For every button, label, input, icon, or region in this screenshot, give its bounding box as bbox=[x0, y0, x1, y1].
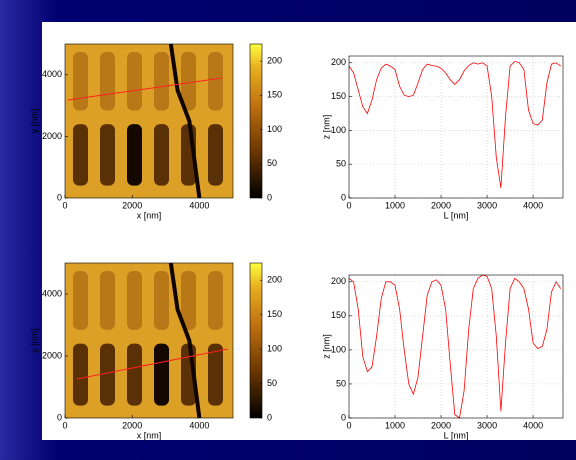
colorbar-tick-label: 0 bbox=[267, 412, 272, 422]
profile bbox=[348, 60, 561, 188]
x-tick-label: 0 bbox=[62, 420, 67, 430]
x-tick-label: 4000 bbox=[189, 200, 209, 210]
image-background bbox=[65, 44, 233, 198]
feature bbox=[127, 271, 142, 330]
feature bbox=[181, 52, 196, 111]
colorbar-tick-label: 150 bbox=[267, 309, 282, 319]
y-tick-label: 4000 bbox=[42, 69, 62, 79]
y-tick-label: 50 bbox=[336, 159, 346, 169]
colorbar-tick-label: 100 bbox=[267, 343, 282, 353]
x-tick-label: 2000 bbox=[122, 200, 142, 210]
x-axis-label: x [nm] bbox=[137, 210, 162, 220]
feature bbox=[127, 343, 142, 406]
feature bbox=[154, 52, 169, 111]
y-tick-label: 0 bbox=[57, 192, 62, 202]
x-tick-label: 1000 bbox=[385, 200, 405, 210]
feature bbox=[154, 343, 169, 406]
plot-area bbox=[349, 56, 563, 198]
y-tick-label: 2000 bbox=[42, 350, 62, 360]
y-tick-label: 100 bbox=[331, 125, 346, 135]
axes-frame bbox=[64, 43, 234, 199]
feature bbox=[154, 271, 169, 330]
x-axis-label: L [nm] bbox=[444, 210, 469, 220]
colorbar-tick-label: 200 bbox=[267, 275, 282, 285]
x-tick-label: 0 bbox=[346, 200, 351, 210]
plot-area bbox=[349, 275, 563, 418]
feature bbox=[208, 343, 223, 406]
y-axis-label: y [nm] bbox=[29, 328, 39, 353]
feature bbox=[208, 124, 223, 186]
feature bbox=[73, 124, 88, 186]
y-tick-label: 200 bbox=[331, 276, 346, 286]
colorbar bbox=[249, 262, 263, 419]
axes-frame bbox=[348, 274, 564, 419]
feature bbox=[208, 271, 223, 330]
x-tick-label: 0 bbox=[346, 420, 351, 430]
y-tick-label: 150 bbox=[331, 91, 346, 101]
crack bbox=[168, 43, 202, 199]
axes-frame bbox=[64, 262, 234, 419]
x-tick-label: 1000 bbox=[385, 420, 405, 430]
feature bbox=[127, 52, 142, 111]
colorbar-tick-label: 150 bbox=[267, 90, 282, 100]
feature bbox=[100, 52, 115, 111]
y-tick-label: 4000 bbox=[42, 288, 62, 298]
feature bbox=[181, 271, 196, 330]
x-tick-label: 2000 bbox=[431, 420, 451, 430]
y-tick-label: 0 bbox=[57, 412, 62, 422]
x-tick-label: 2000 bbox=[122, 420, 142, 430]
x-tick-label: 4000 bbox=[189, 420, 209, 430]
feature bbox=[100, 271, 115, 330]
x-tick-label: 3000 bbox=[477, 420, 497, 430]
profile bbox=[348, 274, 562, 419]
colorbar-tick-label: 50 bbox=[267, 158, 277, 168]
profile-line bbox=[76, 348, 229, 380]
y-axis-label: z [nm] bbox=[321, 334, 331, 359]
colorbar-tick-label: 50 bbox=[267, 378, 277, 388]
x-tick-label: 4000 bbox=[523, 200, 543, 210]
x-tick-label: 2000 bbox=[431, 200, 451, 210]
colorbar bbox=[249, 43, 263, 199]
y-tick-label: 100 bbox=[331, 344, 346, 354]
feature bbox=[127, 124, 142, 186]
profile-line bbox=[67, 77, 223, 101]
feature bbox=[73, 271, 88, 330]
feature bbox=[100, 343, 115, 406]
y-tick-label: 150 bbox=[331, 310, 346, 320]
colorbar-tick-label: 200 bbox=[267, 55, 282, 65]
y-tick-label: 2000 bbox=[42, 131, 62, 141]
colorbar-tick-label: 100 bbox=[267, 124, 282, 134]
y-axis-label: z [nm] bbox=[321, 115, 331, 140]
x-tick-label: 3000 bbox=[477, 200, 497, 210]
feature bbox=[73, 343, 88, 406]
x-tick-label: 0 bbox=[62, 200, 67, 210]
feature bbox=[208, 52, 223, 111]
axes-frame bbox=[348, 55, 564, 199]
y-tick-label: 0 bbox=[341, 192, 346, 202]
colorbar-tick-label: 0 bbox=[267, 192, 272, 202]
feature bbox=[100, 124, 115, 186]
crack bbox=[168, 262, 202, 419]
feature bbox=[154, 124, 169, 186]
y-axis-label: y [nm] bbox=[29, 109, 39, 134]
x-axis-label: L [nm] bbox=[444, 430, 469, 440]
y-tick-label: 0 bbox=[341, 412, 346, 422]
x-axis-label: x [nm] bbox=[137, 430, 162, 440]
y-tick-label: 200 bbox=[331, 57, 346, 67]
image-background bbox=[65, 263, 233, 418]
y-tick-label: 50 bbox=[336, 378, 346, 388]
feature bbox=[73, 52, 88, 111]
x-tick-label: 4000 bbox=[523, 420, 543, 430]
